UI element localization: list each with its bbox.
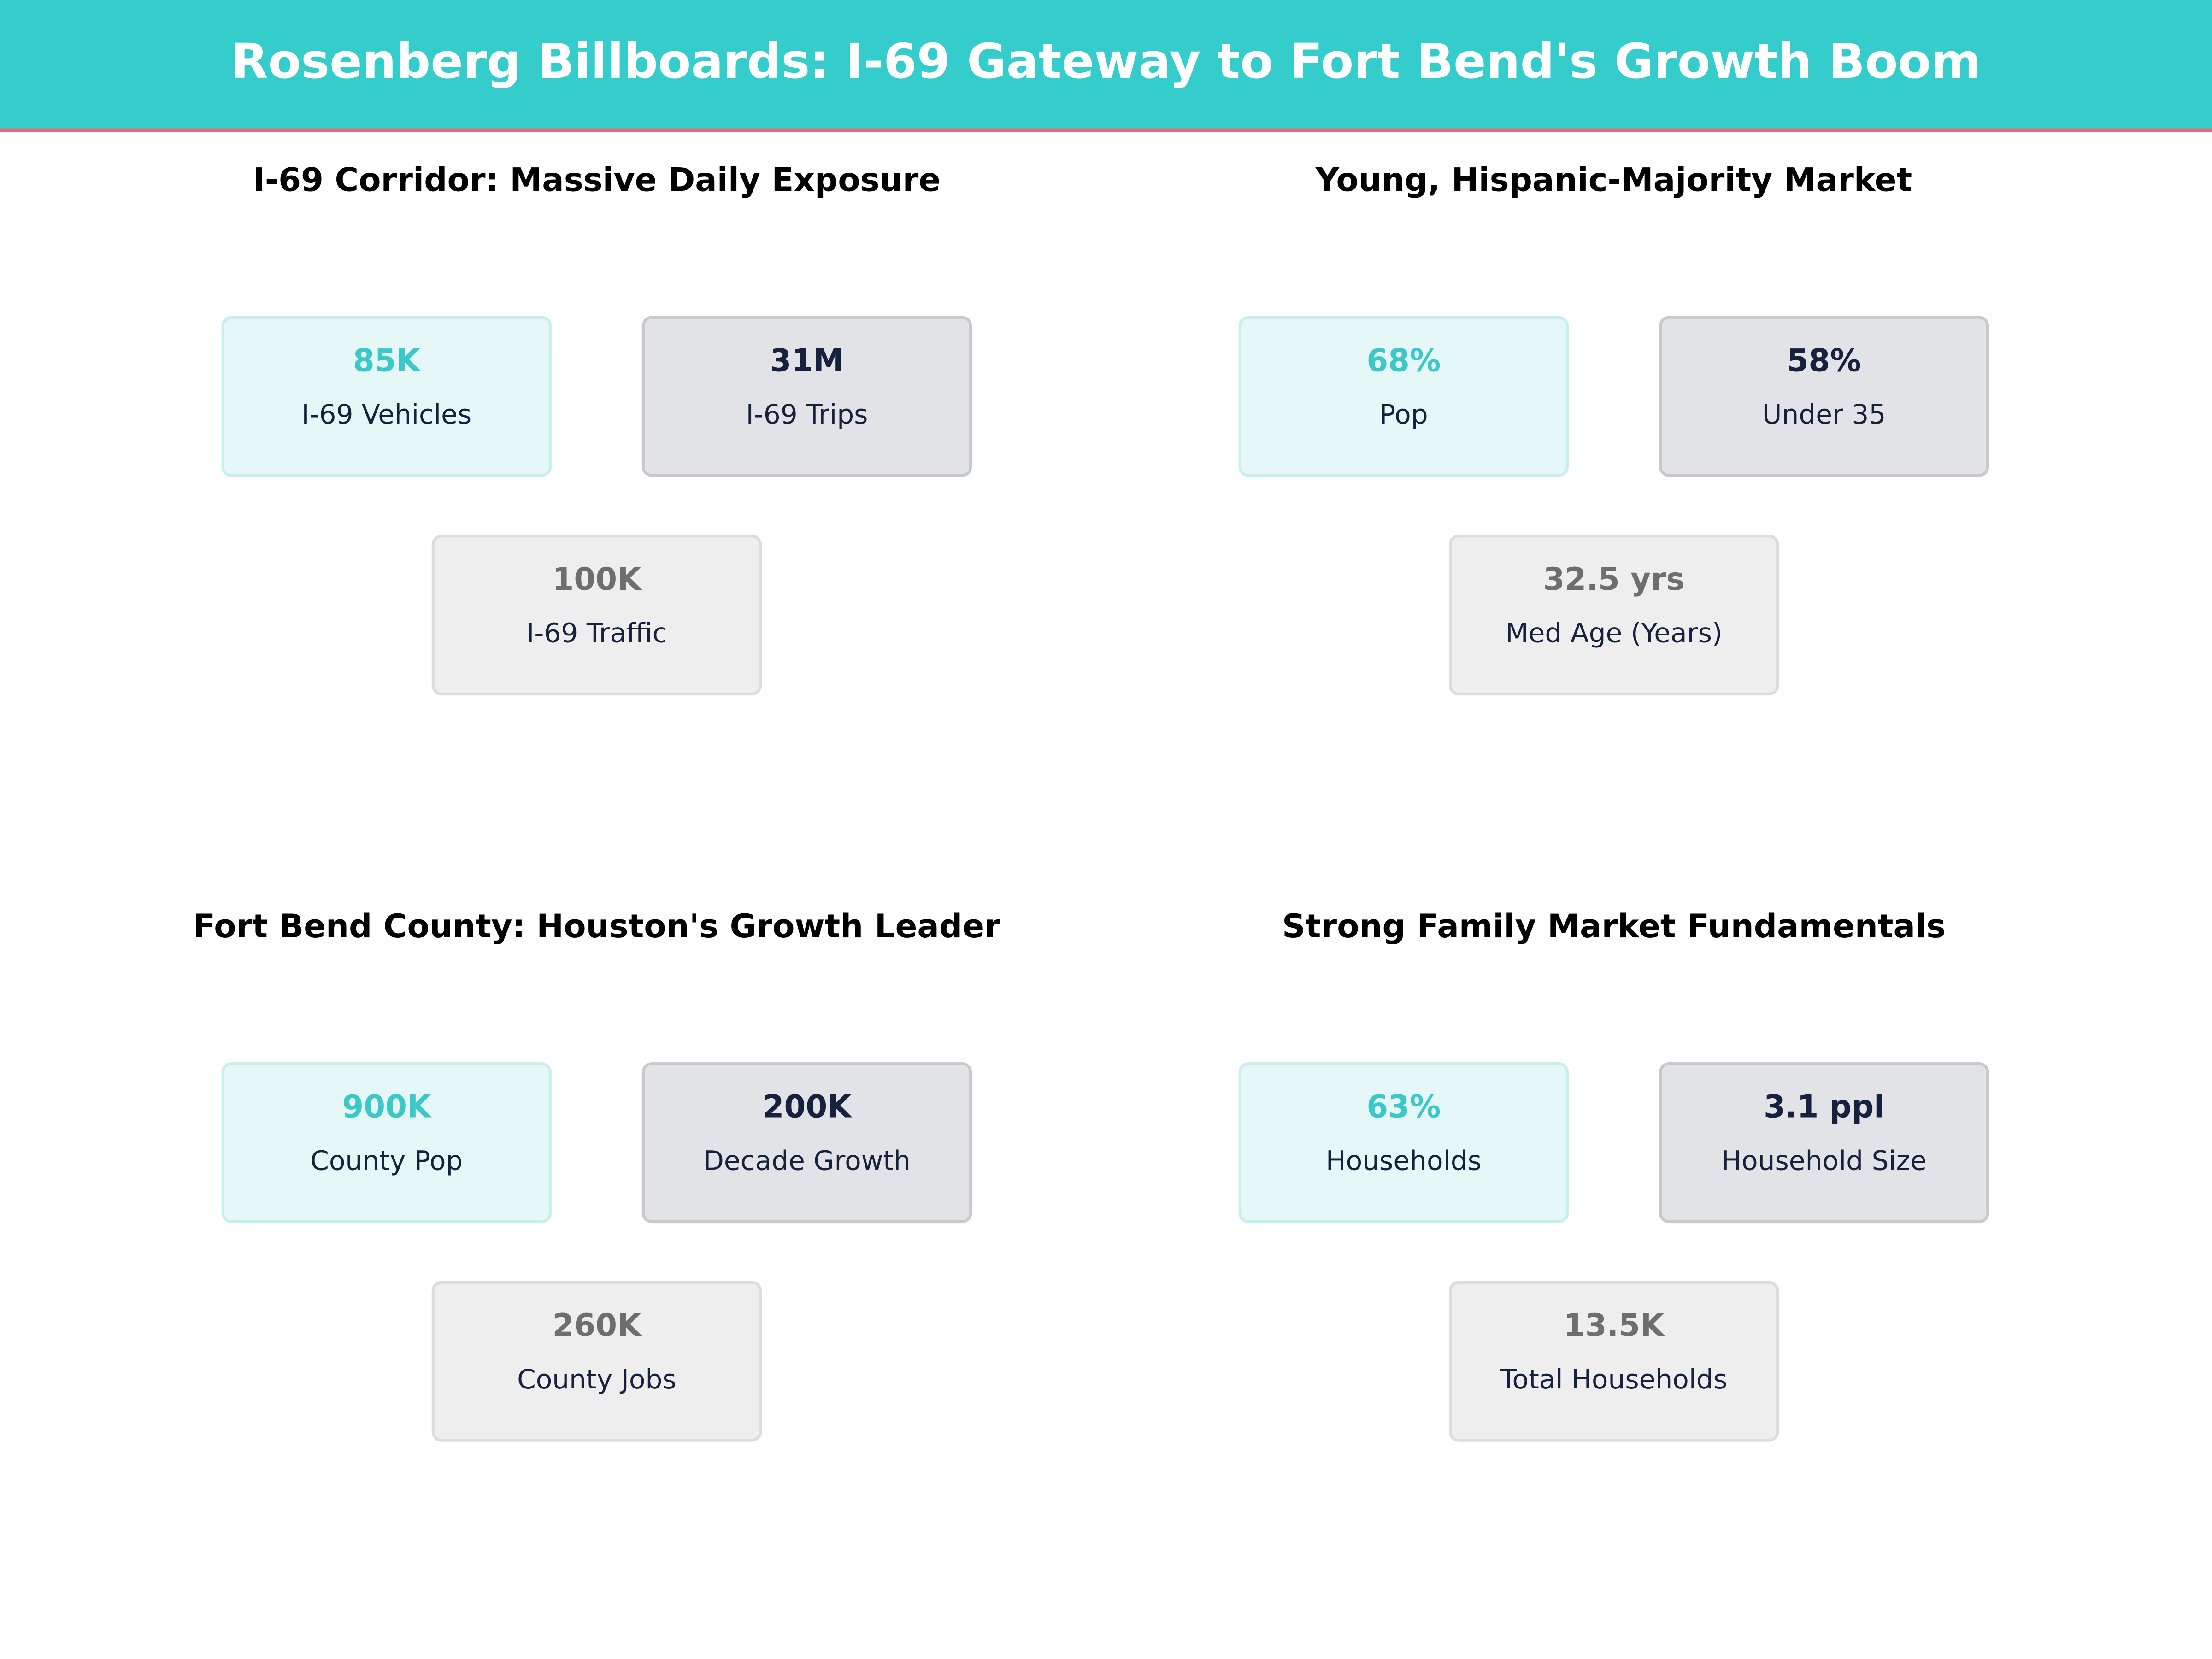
kpi-card: 63% Households xyxy=(1238,1062,1569,1224)
panel-title: Young, Hispanic-Majority Market xyxy=(1315,161,1912,199)
panel: Fort Bend County: Houston's Growth Leade… xyxy=(193,907,1000,1442)
kpi-card: 13.5K Total Households xyxy=(1448,1281,1779,1442)
card-box xyxy=(221,316,552,477)
card-box xyxy=(221,1062,552,1224)
kpi-card: 3.1 ppl Household Size xyxy=(1659,1062,1989,1224)
card-label: County Jobs xyxy=(517,1364,677,1395)
card-label: Households xyxy=(1326,1145,1482,1177)
kpi-card: 32.5 yrs Med Age (Years) xyxy=(1448,535,1779,696)
kpi-card: 58% Under 35 xyxy=(1659,316,1989,477)
card-value: 63% xyxy=(1366,1088,1441,1125)
card-label: I-69 Trips xyxy=(746,399,868,430)
kpi-card: 900K County Pop xyxy=(221,1062,552,1224)
card-box xyxy=(1659,1062,1989,1224)
card-label: Total Households xyxy=(1500,1364,1727,1395)
card-label: Med Age (Years) xyxy=(1505,618,1722,649)
header-rule xyxy=(0,128,2212,132)
card-value: 200K xyxy=(763,1088,853,1125)
kpi-card: 100K I-69 Traffic xyxy=(431,535,762,696)
card-box xyxy=(431,535,762,696)
kpi-card: 85K I-69 Vehicles xyxy=(221,316,552,477)
card-box xyxy=(431,1281,762,1442)
kpi-card: 260K County Jobs xyxy=(431,1281,762,1442)
card-value: 900K xyxy=(342,1088,432,1125)
card-value: 13.5K xyxy=(1564,1307,1665,1343)
card-value: 85K xyxy=(353,342,422,378)
card-label: Decade Growth xyxy=(703,1145,911,1177)
kpi-card: 31M I-69 Trips xyxy=(641,316,972,477)
page-title: Rosenberg Billboards: I-69 Gateway to Fo… xyxy=(231,33,1981,89)
card-box xyxy=(641,316,972,477)
card-label: I-69 Vehicles xyxy=(301,399,471,430)
card-value: 3.1 ppl xyxy=(1764,1088,1884,1125)
card-label: Pop xyxy=(1379,399,1428,430)
card-box xyxy=(1238,1062,1569,1224)
kpi-card: 200K Decade Growth xyxy=(641,1062,972,1224)
kpi-card: 68% Pop xyxy=(1238,316,1569,477)
header-band xyxy=(0,0,2212,130)
card-box xyxy=(1448,1281,1779,1442)
panel-title: I-69 Corridor: Massive Daily Exposure xyxy=(253,161,941,199)
card-value: 68% xyxy=(1366,342,1441,378)
card-box xyxy=(1238,316,1569,477)
card-value: 32.5 yrs xyxy=(1543,561,1685,597)
card-box xyxy=(1448,535,1779,696)
panel-title: Strong Family Market Fundamentals xyxy=(1282,907,1946,945)
panel: I-69 Corridor: Massive Daily Exposure 85K… xyxy=(221,161,972,696)
card-label: Under 35 xyxy=(1762,399,1886,430)
card-label: Household Size xyxy=(1721,1145,1927,1177)
card-box xyxy=(1659,316,1989,477)
panel-title: Fort Bend County: Houston's Growth Leade… xyxy=(193,907,1000,945)
card-value: 260K xyxy=(553,1307,643,1343)
card-box xyxy=(641,1062,972,1224)
card-value: 31M xyxy=(770,342,844,378)
card-value: 58% xyxy=(1787,342,1861,378)
card-value: 100K xyxy=(553,561,643,597)
panel: Strong Family Market Fundamentals 63% Hous… xyxy=(1238,907,1989,1442)
card-label: I-69 Traffic xyxy=(526,618,667,649)
panel: Young, Hispanic-Majority Market 68% Pop 58%… xyxy=(1238,161,1989,696)
card-label: County Pop xyxy=(310,1145,463,1177)
